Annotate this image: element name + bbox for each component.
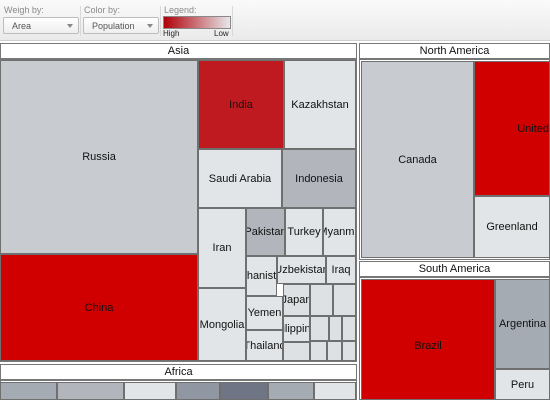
cell-small-country[interactable] — [310, 284, 333, 316]
toolbar-separator — [232, 6, 233, 36]
cell-japan[interactable]: Japan — [283, 284, 310, 316]
weigh-by-dropdown[interactable]: Area — [3, 17, 79, 34]
cell-afghanistan[interactable]: ghanista — [246, 256, 277, 296]
cell-small-country[interactable] — [283, 342, 310, 361]
cell-greenland[interactable]: Greenland — [474, 196, 550, 258]
cell-canada[interactable]: Canada — [361, 61, 474, 258]
cell-africa-country[interactable] — [57, 382, 124, 400]
cell-myanmar[interactable]: Myanma — [323, 208, 356, 256]
cell-small-country[interactable] — [342, 341, 356, 361]
cell-philippines[interactable]: ilippin — [283, 316, 310, 342]
cell-small-country[interactable] — [329, 316, 342, 341]
cell-uzbekistan[interactable]: Uzbekistan — [277, 256, 326, 284]
color-by-value: Population — [92, 21, 135, 31]
cell-united-states[interactable]: United — [474, 61, 550, 196]
cell-africa-country[interactable] — [124, 382, 176, 400]
cell-africa-country[interactable] — [0, 382, 57, 400]
chevron-down-icon — [147, 24, 153, 28]
cell-thailand[interactable]: Thailand — [246, 330, 283, 361]
cell-china[interactable]: China — [0, 254, 198, 361]
cell-africa-country[interactable] — [268, 382, 314, 400]
asia-header[interactable]: Asia — [0, 43, 357, 59]
cell-indonesia[interactable]: Indonesia — [282, 149, 356, 208]
cell-mongolia[interactable]: Mongolia — [198, 288, 246, 361]
cell-kazakhstan[interactable]: Kazakhstan — [284, 60, 356, 149]
cell-iraq[interactable]: Iraq — [326, 256, 356, 284]
africa-header[interactable]: Africa — [0, 364, 357, 380]
toolbar-separator — [160, 6, 161, 36]
weigh-by-value: Area — [12, 21, 32, 31]
cell-small-country[interactable] — [327, 341, 342, 361]
cell-small-country[interactable] — [310, 316, 329, 341]
legend-high-label: High — [163, 29, 180, 38]
cell-turkey[interactable]: Turkey — [285, 208, 323, 256]
cell-small-country[interactable] — [310, 341, 327, 361]
cell-africa-country[interactable] — [176, 382, 220, 400]
chevron-down-icon — [67, 24, 73, 28]
south-america-header[interactable]: South America — [359, 261, 550, 277]
cell-brazil[interactable]: Brazil — [361, 279, 495, 400]
cell-pakistan[interactable]: Pakistan — [246, 208, 285, 256]
cell-saudi-arabia[interactable]: Saudi Arabia — [198, 149, 282, 208]
legend-label: Legend: — [164, 5, 197, 15]
cell-africa-country[interactable] — [220, 382, 268, 400]
legend-low-label: Low — [214, 29, 229, 38]
cell-africa-country[interactable] — [314, 382, 356, 400]
toolbar-separator — [80, 6, 81, 36]
cell-india[interactable]: India — [198, 60, 284, 149]
cell-peru[interactable]: Peru — [495, 369, 550, 400]
cell-yemen[interactable]: Yemen — [246, 296, 283, 330]
cell-small-country[interactable] — [333, 284, 356, 316]
legend-gradient — [163, 16, 231, 29]
north-america-header[interactable]: North America — [359, 43, 550, 59]
cell-small-country[interactable] — [342, 316, 356, 341]
cell-iran[interactable]: Iran — [198, 208, 246, 288]
toolbar: Weigh by: Area Color by: Population Lege… — [0, 0, 550, 41]
cell-argentina[interactable]: Argentina — [495, 279, 550, 369]
color-by-dropdown[interactable]: Population — [83, 17, 159, 34]
cell-russia[interactable]: Russia — [0, 60, 198, 254]
color-by-label: Color by: — [84, 5, 121, 15]
weigh-by-label: Weigh by: — [4, 5, 44, 15]
